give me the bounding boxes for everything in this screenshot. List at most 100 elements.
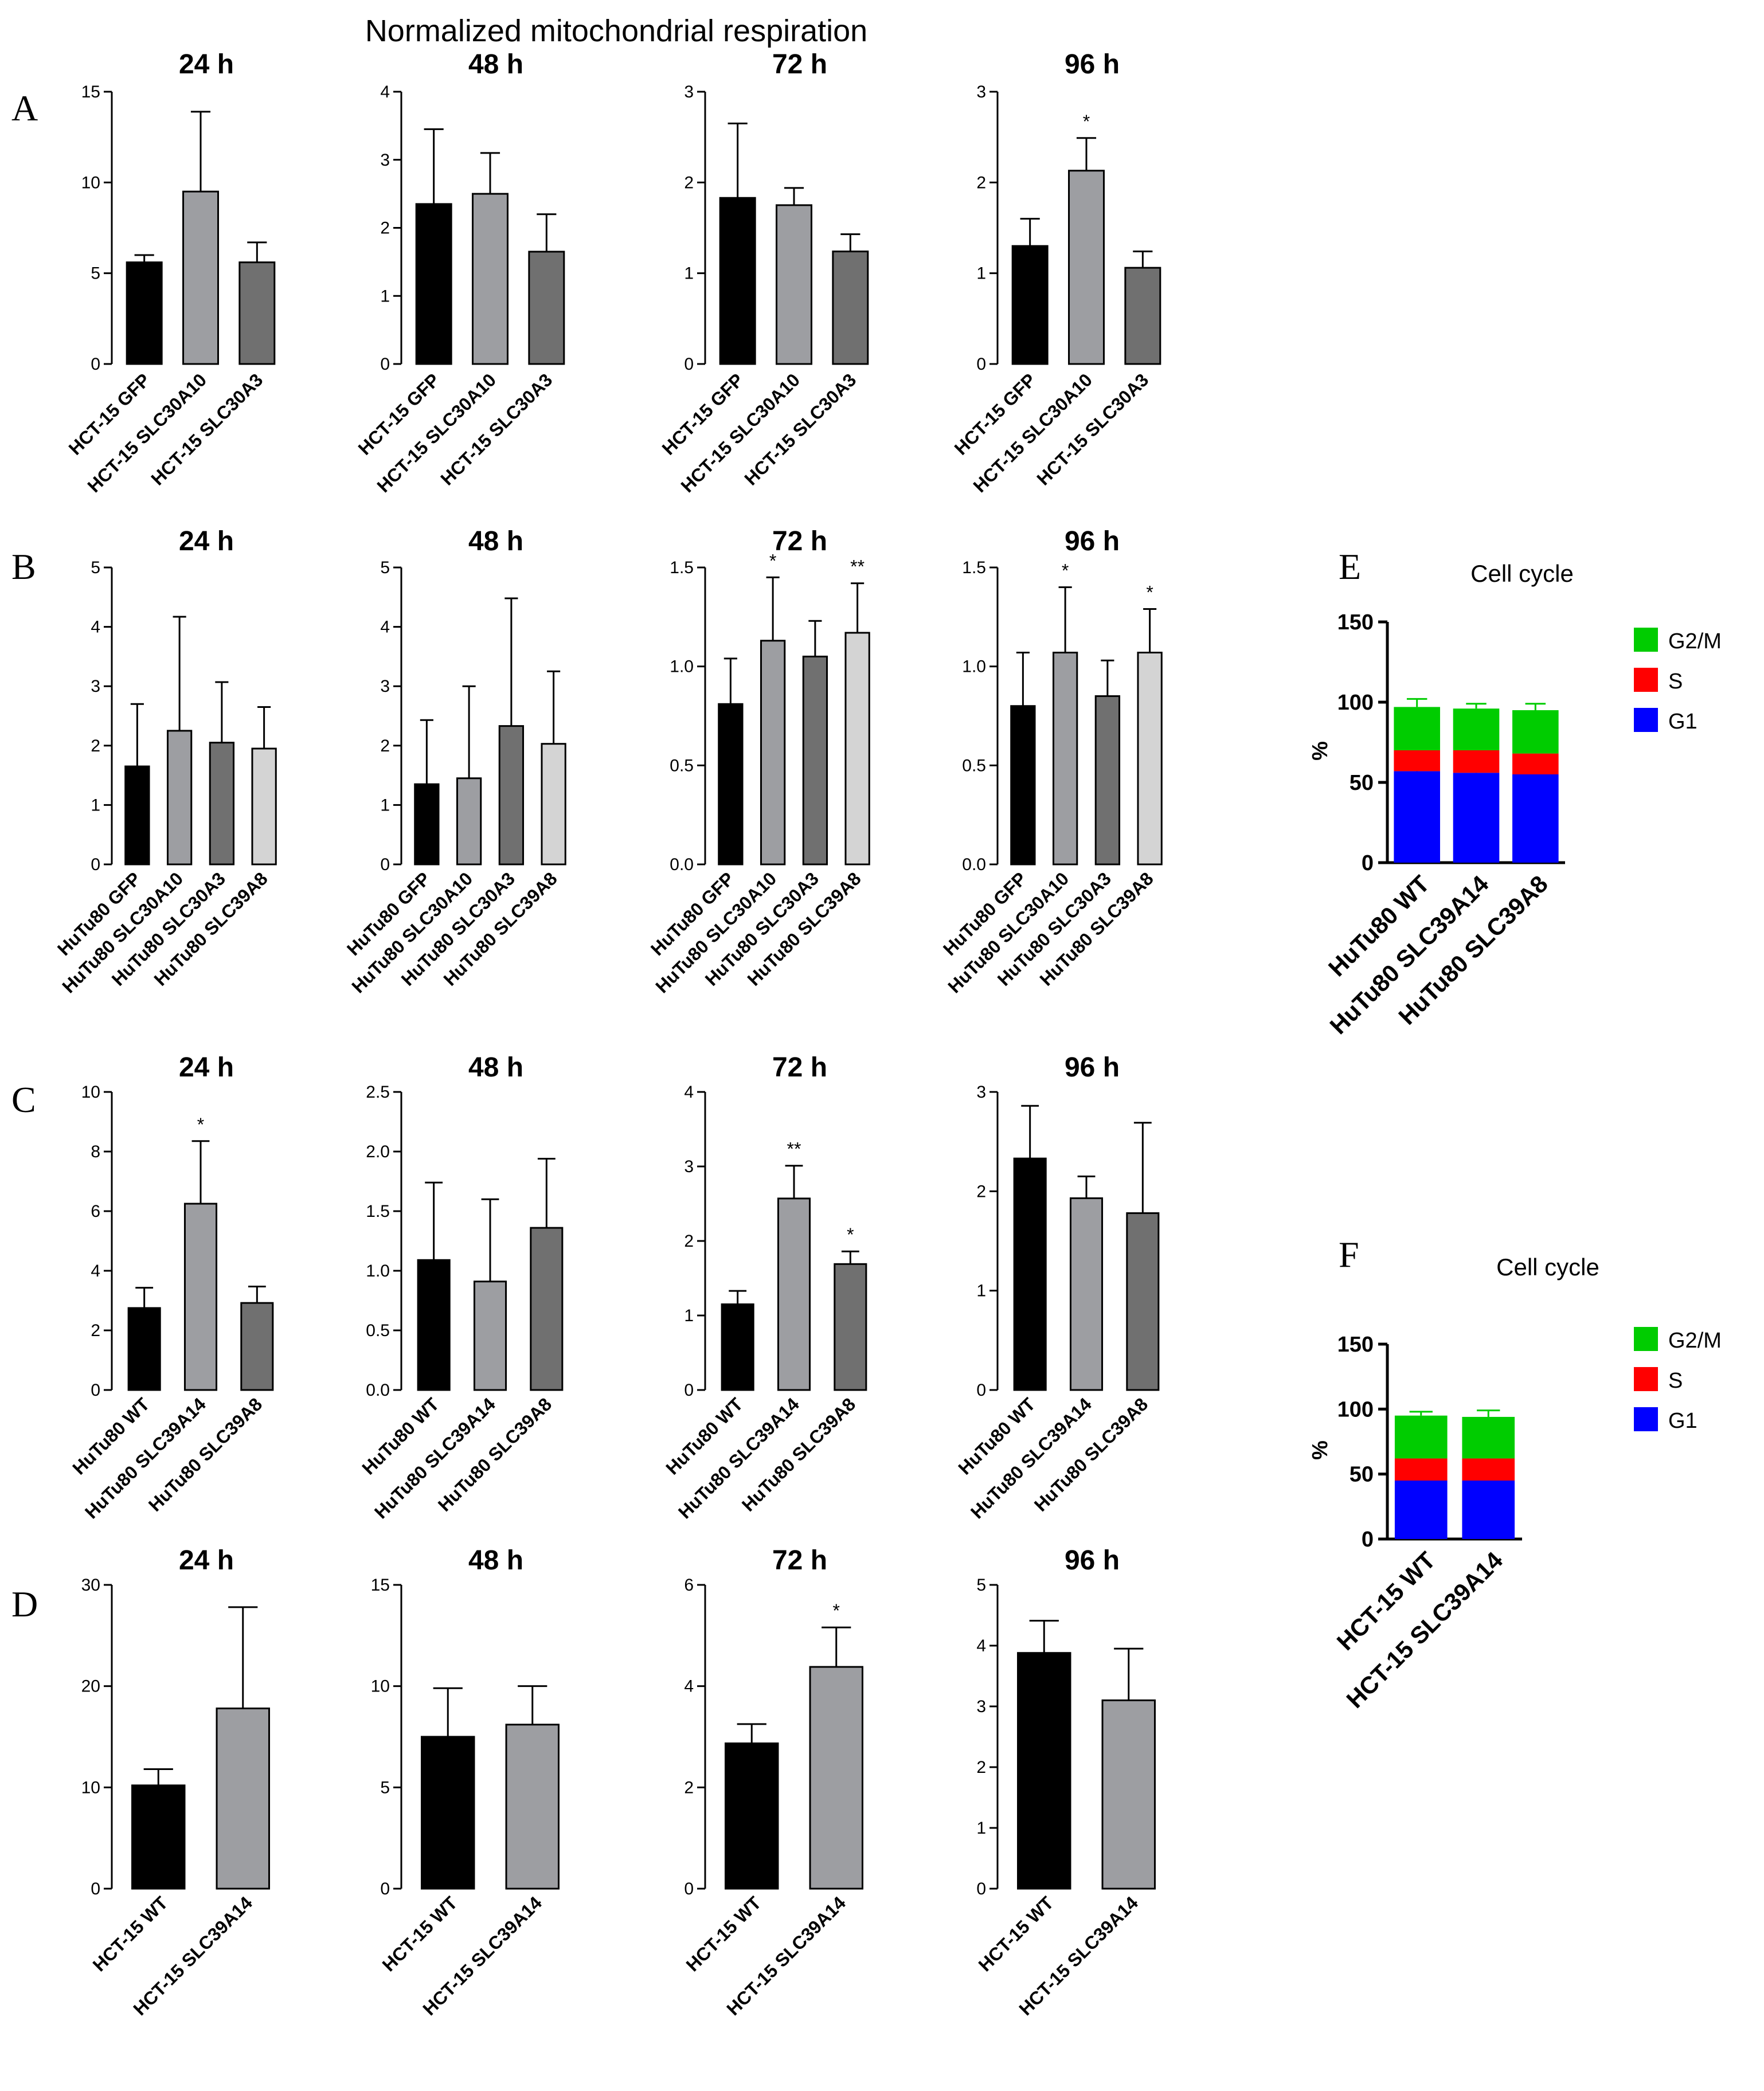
bar-hutu80-gfp (124, 765, 150, 866)
bar-hct-15-slc39a14 (505, 1724, 560, 1890)
y-tick-label: 3 (91, 677, 100, 696)
bar-hutu80-wt (721, 1303, 754, 1391)
significance-marker: * (769, 550, 776, 571)
bar-hutu80-slc39a14 (473, 1281, 507, 1391)
y-tick-label: 2 (976, 1758, 986, 1777)
y-tick-label: 0 (380, 1879, 390, 1898)
y-tick-label: 50 (1350, 771, 1374, 795)
chart-title: 96 h (1065, 49, 1120, 80)
chart-title: Cell cycle (1496, 1254, 1599, 1281)
segment-g2-m (1394, 1415, 1448, 1459)
y-tick-label: 4 (91, 1262, 100, 1281)
legend-label: G1 (1668, 710, 1697, 734)
legend-swatch-g1 (1634, 708, 1658, 732)
segment-s (1453, 750, 1500, 773)
y-tick-label: 1.0 (962, 657, 986, 676)
bar-hutu80-slc39a8 (251, 747, 277, 866)
bar-hct-15-slc30a3 (1124, 267, 1161, 365)
bar-hutu80-gfp (1010, 705, 1036, 866)
y-tick-label: 2 (684, 173, 694, 192)
significance-marker: * (847, 1224, 854, 1245)
y-tick-label: 10 (81, 1778, 100, 1797)
chart-title: 72 h (772, 526, 827, 557)
bar-hutu80-gfp (414, 783, 440, 866)
y-tick-label: 1.5 (366, 1202, 390, 1221)
y-tick-label: 2 (684, 1232, 694, 1251)
significance-marker: * (1083, 111, 1090, 132)
bar-hct-15-wt (421, 1736, 475, 1890)
segment-g1 (1462, 1481, 1515, 1539)
y-tick-label: 0.5 (962, 756, 986, 775)
y-tick-label: 1 (380, 287, 390, 306)
y-tick-label: 3 (380, 677, 390, 696)
bar-hct-15-slc39a14 (1101, 1699, 1156, 1890)
y-tick-label: 4 (684, 1083, 694, 1102)
bar-hct-15-wt (725, 1742, 779, 1890)
y-tick-label: 0 (380, 355, 390, 374)
bar-hct-15-wt (1017, 1652, 1071, 1890)
y-tick-label: 0 (684, 1381, 694, 1400)
significance-marker: ** (850, 557, 865, 577)
panel-letter-e: E (1339, 546, 1361, 587)
y-tick-label: 0 (684, 355, 694, 374)
y-tick-label: 3 (380, 151, 390, 170)
y-tick-label: 3 (684, 83, 694, 101)
chart-title: Cell cycle (1470, 560, 1574, 587)
y-tick-label: 1.0 (670, 657, 694, 676)
y-tick-label: 0.5 (366, 1321, 390, 1340)
significance-marker: ** (787, 1139, 801, 1160)
y-tick-label: 6 (684, 1576, 694, 1595)
panel-letter-f: F (1339, 1234, 1359, 1275)
bar-hutu80-wt (1013, 1157, 1047, 1391)
bar-hct-15-gfp (719, 197, 756, 365)
y-axis-label: % (1308, 1440, 1332, 1460)
panel-letter-d: D (11, 1584, 38, 1624)
bar-hutu80-slc30a3 (802, 655, 828, 866)
bar-hutu80-wt (417, 1259, 451, 1391)
y-tick-label: 4 (684, 1677, 694, 1696)
y-tick-label: 2 (380, 219, 390, 238)
y-tick-label: 0 (976, 1879, 986, 1898)
y-tick-label: 1 (684, 264, 694, 283)
panel-letters: A B C D E F (11, 88, 1361, 1624)
y-tick-label: 2 (380, 737, 390, 755)
figure-title: Normalized mitochondrial respiration (365, 14, 867, 48)
y-tick-label: 0.0 (962, 855, 986, 874)
y-tick-label: 10 (81, 1083, 100, 1102)
y-tick-label: 3 (976, 1697, 986, 1716)
chart-title: 24 h (179, 49, 234, 80)
segment-g2-m (1462, 1416, 1515, 1459)
y-tick-label: 2 (976, 1182, 986, 1201)
y-tick-label: 5 (91, 558, 100, 577)
bar-hct-15-slc30a10 (776, 204, 812, 365)
y-tick-label: 1 (976, 1282, 986, 1301)
y-tick-label: 1 (976, 1819, 986, 1838)
legend-swatch-g1 (1634, 1407, 1658, 1431)
y-tick-label: 5 (380, 558, 390, 577)
bar-hct-15-slc30a3 (832, 250, 869, 365)
bar-hct-15-gfp (126, 261, 163, 365)
bar-hutu80-slc39a14 (777, 1197, 811, 1391)
y-tick-label: 0 (380, 855, 390, 874)
y-tick-label: 4 (380, 83, 390, 101)
bar-hct-15-slc30a3 (238, 261, 276, 365)
bar-hct-15-gfp (1011, 245, 1049, 365)
chart-title: 48 h (468, 1545, 523, 1576)
y-tick-label: 1 (91, 796, 100, 815)
y-tick-label: 0 (976, 1381, 986, 1400)
y-tick-label: 0.0 (366, 1381, 390, 1400)
y-tick-label: 2 (91, 737, 100, 755)
segment-s (1394, 750, 1440, 772)
segment-g2-m (1453, 708, 1500, 750)
y-tick-label: 3 (684, 1157, 694, 1176)
